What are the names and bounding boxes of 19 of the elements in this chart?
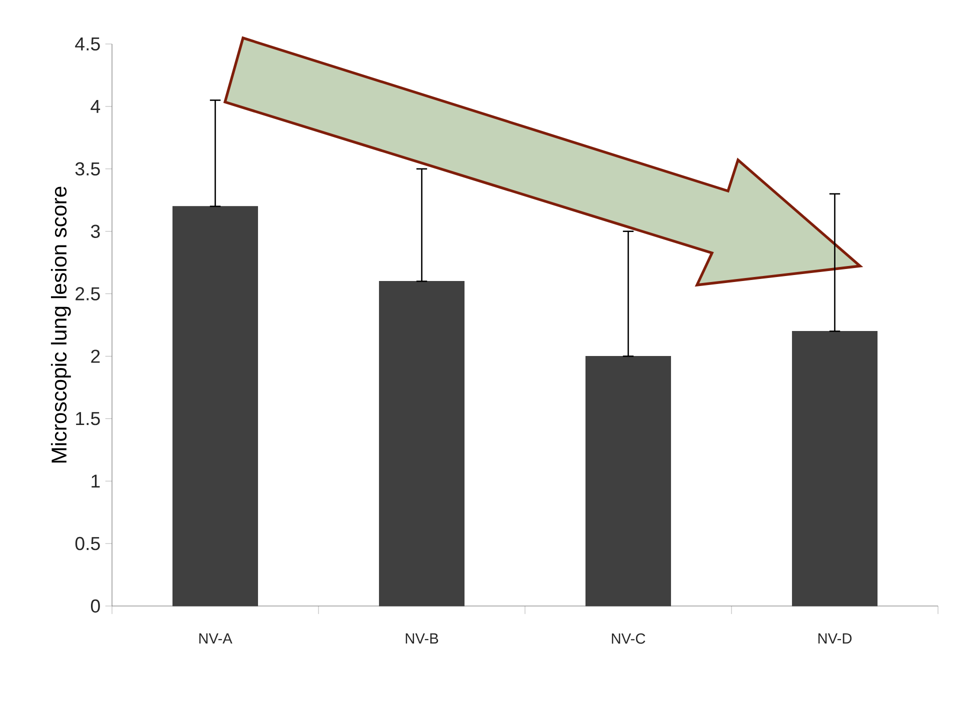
y-tick-label: 3 <box>90 224 100 238</box>
y-tick-label: 2.5 <box>76 287 100 300</box>
x-tick-label: NV-D <box>818 633 852 644</box>
x-tick-label: NV-C <box>612 633 646 644</box>
y-tick-label: 4 <box>90 100 100 113</box>
y-tick-label: 1 <box>92 474 100 488</box>
bar <box>585 356 672 606</box>
y-tick-label: 3.5 <box>75 162 100 176</box>
bar <box>172 206 258 606</box>
y-tick-label: 1.5 <box>76 412 100 426</box>
y-tick-label: 4.5 <box>75 37 100 51</box>
y-tick-label: 2 <box>91 350 100 363</box>
bar <box>378 281 465 606</box>
y-axis-title: Microscopic lung lesion score <box>50 186 71 463</box>
x-tick-label: NV-A <box>199 633 232 644</box>
x-tick-label: NV-B <box>406 633 438 644</box>
y-tick-label: 0.5 <box>75 536 100 550</box>
y-tick-label: 0 <box>90 599 100 613</box>
bar <box>792 330 878 606</box>
